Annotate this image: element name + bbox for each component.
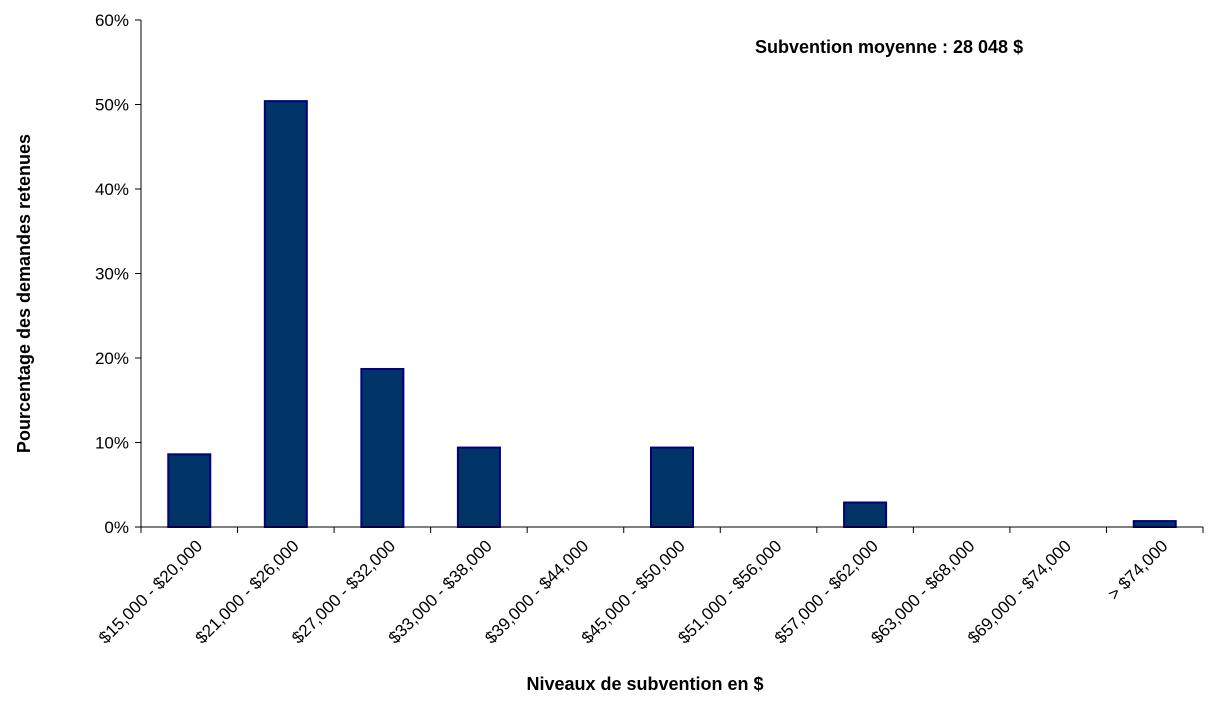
x-tick-label: > $74,000 [1104, 536, 1171, 603]
bar [1132, 520, 1177, 529]
x-axis-title: Niveaux de subvention en $ [526, 674, 763, 694]
x-axis-ticks: $15,000 - $20,000$21,000 - $26,000$27,00… [95, 527, 1204, 647]
y-tick-label: 50% [95, 96, 129, 115]
y-tick-label: 0% [104, 518, 129, 537]
x-tick-label: $21,000 - $26,000 [192, 536, 303, 647]
x-tick-label: $69,000 - $74,000 [964, 536, 1075, 647]
x-tick-label: $33,000 - $38,000 [385, 536, 496, 647]
y-tick-label: 60% [95, 11, 129, 30]
y-tick-label: 40% [95, 180, 129, 199]
x-tick-label: $15,000 - $20,000 [95, 536, 206, 647]
x-tick-label: $27,000 - $32,000 [288, 536, 399, 647]
bars [167, 100, 1177, 529]
chart-annotation: Subvention moyenne : 28 048 $ [755, 37, 1023, 57]
y-tick-label: 20% [95, 349, 129, 368]
x-tick-label: $57,000 - $62,000 [771, 536, 882, 647]
bar [456, 446, 501, 529]
x-tick-label: $45,000 - $50,000 [578, 536, 689, 647]
y-tick-label: 10% [95, 434, 129, 453]
bar [360, 367, 405, 528]
x-tick-label: $63,000 - $68,000 [867, 536, 978, 647]
bar [167, 453, 212, 528]
bar [843, 501, 888, 528]
x-tick-label: $51,000 - $56,000 [674, 536, 785, 647]
bar [263, 100, 308, 529]
bar [650, 446, 694, 529]
x-tick-label: $39,000 - $44,000 [481, 536, 592, 647]
y-axis-ticks: 0% 10% 20% 30% 40% 50% 60% [95, 11, 141, 537]
y-tick-label: 30% [95, 265, 129, 284]
y-axis-title: Pourcentage des demandes retenues [14, 134, 34, 453]
